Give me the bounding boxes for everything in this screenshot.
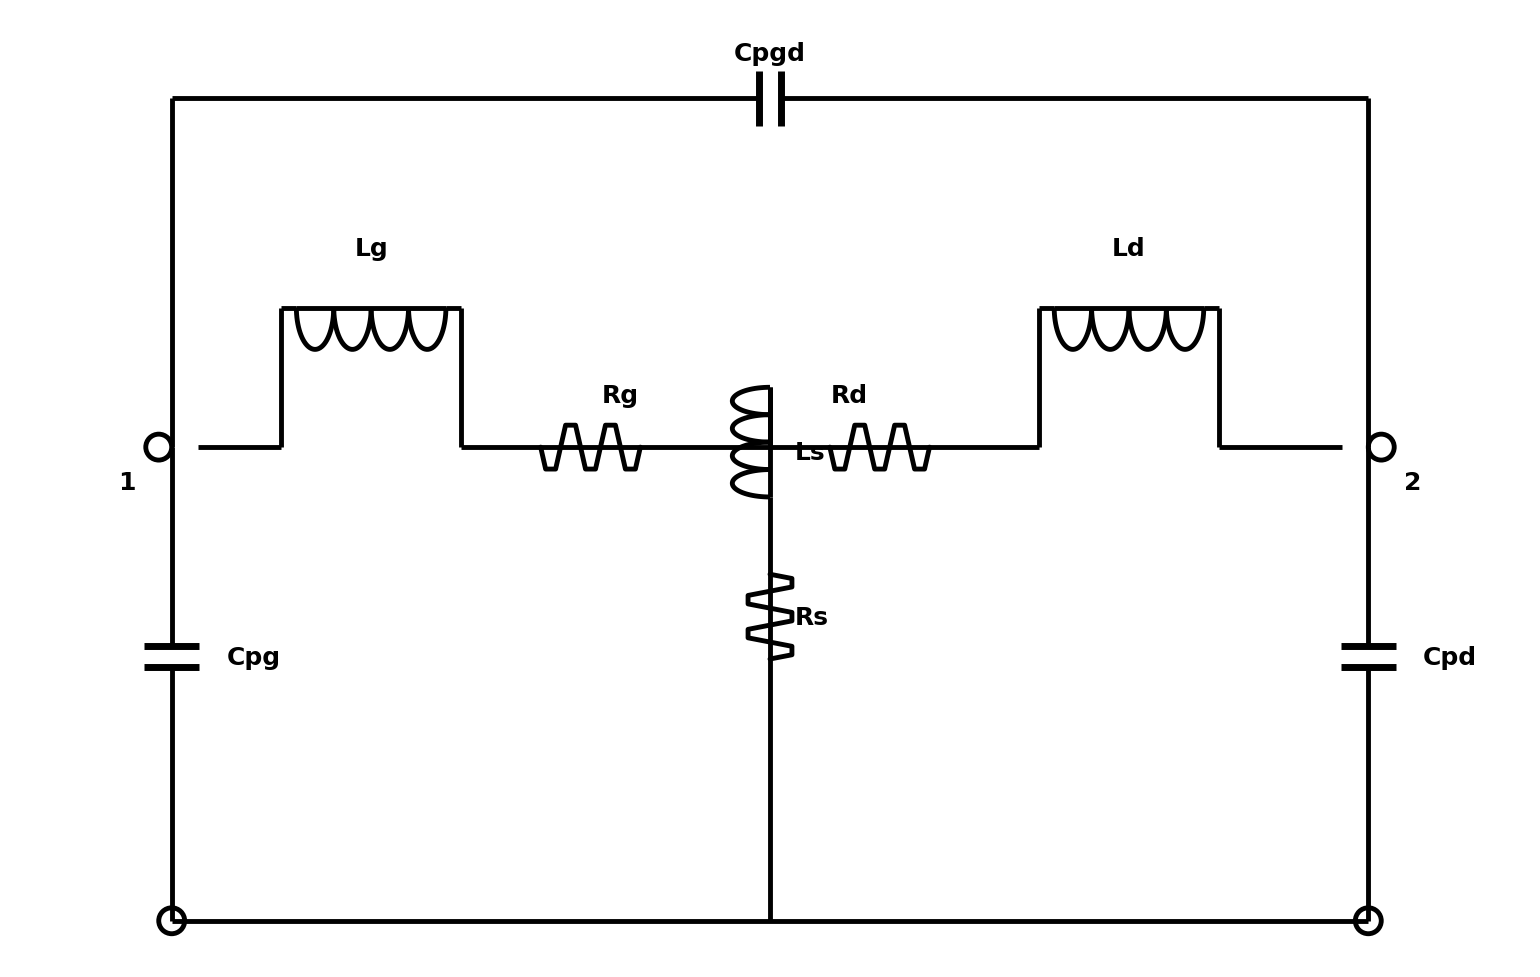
Text: Lg: Lg [354, 236, 388, 261]
Text: Cpgd: Cpgd [735, 42, 805, 66]
Text: Cpd: Cpd [1423, 645, 1477, 669]
Text: 2: 2 [1404, 471, 1421, 494]
Text: Ld: Ld [1112, 236, 1146, 261]
Text: Rs: Rs [795, 605, 829, 629]
Text: Rg: Rg [602, 384, 639, 407]
Text: Cpg: Cpg [226, 645, 280, 669]
Text: 1: 1 [119, 471, 136, 494]
Text: Ls: Ls [795, 441, 825, 465]
Text: Rd: Rd [832, 384, 869, 407]
